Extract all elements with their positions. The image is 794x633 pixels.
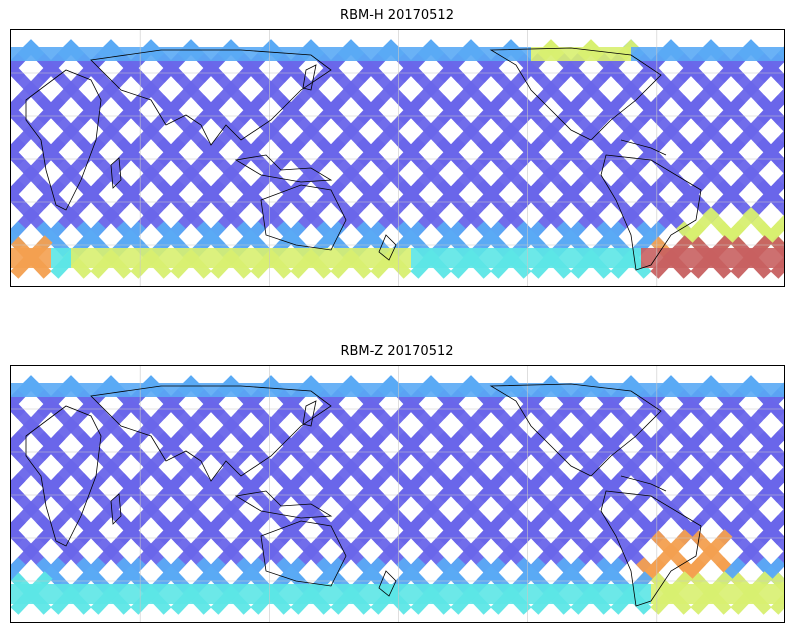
coastline bbox=[378, 234, 397, 261]
coastline bbox=[620, 139, 667, 156]
coastline bbox=[260, 520, 347, 587]
coastline bbox=[25, 69, 102, 211]
map-panel-rbm-z bbox=[10, 365, 785, 623]
coastline bbox=[489, 47, 662, 141]
coastline bbox=[600, 490, 702, 607]
coastline bbox=[489, 383, 662, 477]
panel-1-title: RBM-H 20170512 bbox=[340, 8, 454, 23]
coastline bbox=[90, 49, 332, 146]
map-panel-rbm-h bbox=[10, 29, 785, 287]
map-canvas-rbm-z bbox=[11, 366, 784, 622]
map-canvas-rbm-h bbox=[11, 30, 784, 286]
coastlines bbox=[25, 383, 702, 607]
coastline bbox=[110, 157, 122, 189]
coastline bbox=[90, 385, 332, 482]
coastline bbox=[234, 154, 333, 183]
coastline bbox=[25, 405, 102, 547]
coastline bbox=[234, 490, 333, 519]
data-polar-bands bbox=[11, 383, 784, 604]
panel-2-title: RBM-Z 20170512 bbox=[340, 344, 454, 359]
coastline bbox=[302, 400, 317, 427]
coastline bbox=[260, 184, 347, 251]
coastlines bbox=[25, 47, 702, 271]
coastline bbox=[110, 493, 122, 525]
graticule bbox=[11, 366, 784, 622]
coastline bbox=[620, 475, 667, 492]
coastline bbox=[600, 154, 702, 271]
graticule bbox=[11, 30, 784, 286]
coastline bbox=[302, 64, 317, 91]
coastline bbox=[378, 570, 397, 597]
